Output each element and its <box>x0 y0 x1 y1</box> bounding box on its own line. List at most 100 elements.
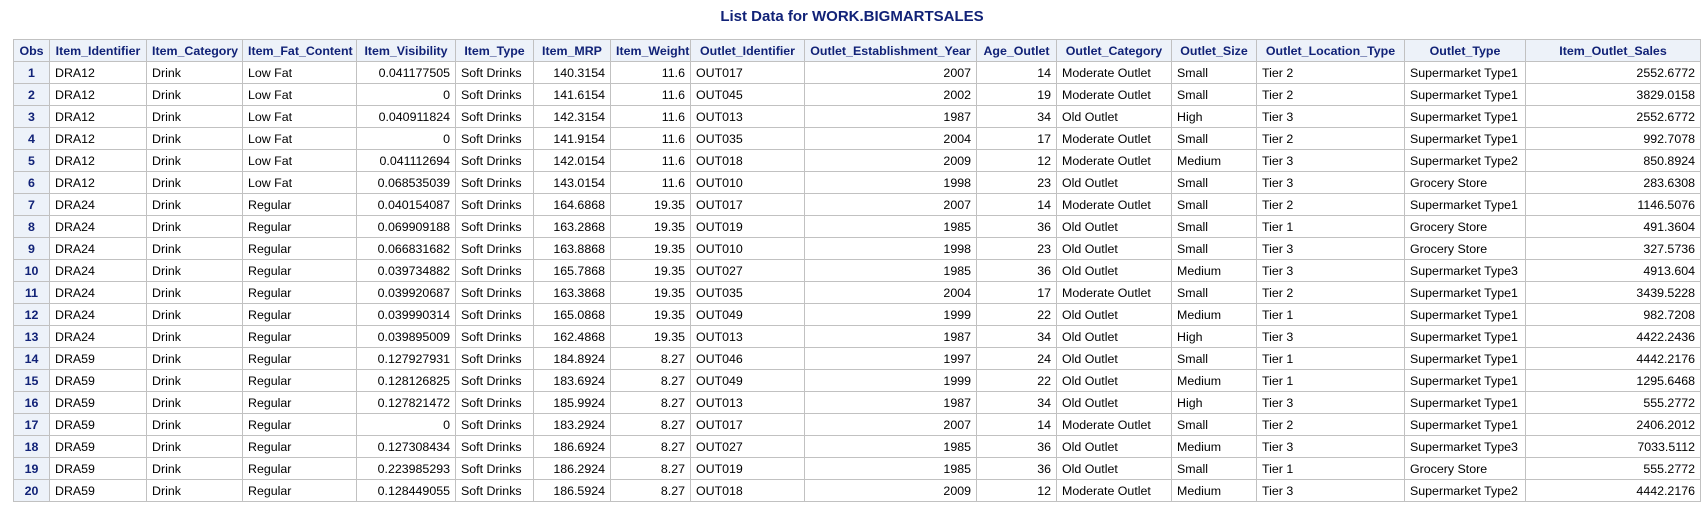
table-cell: 186.5924 <box>533 479 611 502</box>
table-cell: Drink <box>146 347 243 370</box>
table-cell: Low Fat <box>242 149 357 172</box>
table-cell: 11.6 <box>610 127 691 150</box>
table-cell: Soft Drinks <box>455 369 534 392</box>
column-header: Outlet_Location_Type <box>1256 39 1405 62</box>
table-cell: Tier 3 <box>1256 171 1405 194</box>
row-obs-cell: 8 <box>13 215 50 238</box>
table-cell: Soft Drinks <box>455 61 534 84</box>
table-cell: Old Outlet <box>1056 237 1172 260</box>
table-cell: OUT035 <box>690 281 805 304</box>
table-cell: Old Outlet <box>1056 435 1172 458</box>
table-cell: 164.6868 <box>533 193 611 216</box>
table-cell: OUT018 <box>690 479 805 502</box>
table-cell: 1997 <box>804 347 977 370</box>
table-cell: 165.0868 <box>533 303 611 326</box>
column-header: Item_Category <box>146 39 243 62</box>
table-cell: 0.039734882 <box>356 259 456 282</box>
table-row: 15 DRA59 Drink Regular 0.128126825 Soft Drink… <box>13 369 1701 392</box>
column-header: Outlet_Size <box>1171 39 1257 62</box>
table-cell: 34 <box>976 325 1057 348</box>
row-obs-cell: 16 <box>13 391 50 414</box>
table-row: 7 DRA24 Drink Regular 0.040154087 Soft Drinks… <box>13 193 1701 216</box>
table-cell: Regular <box>242 457 357 480</box>
table-cell: Soft Drinks <box>455 171 534 194</box>
table-cell: Drink <box>146 171 243 194</box>
table-cell: Tier 1 <box>1256 215 1405 238</box>
table-cell: Drink <box>146 391 243 414</box>
table-cell: Tier 3 <box>1256 479 1405 502</box>
table-cell: 8.27 <box>610 369 691 392</box>
table-cell: DRA12 <box>49 83 147 106</box>
table-cell: 2007 <box>804 193 977 216</box>
table-cell: 0.041112694 <box>356 149 456 172</box>
table-cell: DRA24 <box>49 281 147 304</box>
table-cell: OUT017 <box>690 413 805 436</box>
table-cell: 2009 <box>804 149 977 172</box>
table-cell: 163.3868 <box>533 281 611 304</box>
table-cell: Moderate Outlet <box>1056 193 1172 216</box>
table-cell: 19.35 <box>610 237 691 260</box>
row-obs-cell: 9 <box>13 237 50 260</box>
table-cell: Drink <box>146 127 243 150</box>
table-cell: 0.040154087 <box>356 193 456 216</box>
table-cell: Tier 2 <box>1256 61 1405 84</box>
table-cell: Moderate Outlet <box>1056 281 1172 304</box>
table-cell: 165.7868 <box>533 259 611 282</box>
table-cell: 1985 <box>804 435 977 458</box>
table-cell: Supermarket Type1 <box>1404 83 1526 106</box>
table-cell: 0.068535039 <box>356 171 456 194</box>
table-cell: High <box>1171 325 1257 348</box>
table-cell: Moderate Outlet <box>1056 83 1172 106</box>
table-row: 18 DRA59 Drink Regular 0.127308434 Soft Drink… <box>13 435 1701 458</box>
table-cell: Tier 2 <box>1256 83 1405 106</box>
row-obs-cell: 10 <box>13 259 50 282</box>
table-cell: Drink <box>146 83 243 106</box>
row-obs-cell: 6 <box>13 171 50 194</box>
table-cell: Tier 3 <box>1256 325 1405 348</box>
table-cell: 34 <box>976 105 1057 128</box>
table-cell: 19.35 <box>610 281 691 304</box>
table-cell: Small <box>1171 281 1257 304</box>
table-cell: 17 <box>976 127 1057 150</box>
table-cell: 142.0154 <box>533 149 611 172</box>
table-cell: Low Fat <box>242 127 357 150</box>
table-cell: DRA24 <box>49 325 147 348</box>
table-cell: Soft Drinks <box>455 259 534 282</box>
table-cell: Supermarket Type1 <box>1404 303 1526 326</box>
table-cell: Small <box>1171 171 1257 194</box>
table-cell: 14 <box>976 193 1057 216</box>
table-cell: High <box>1171 105 1257 128</box>
table-row: 11 DRA24 Drink Regular 0.039920687 Soft Drink… <box>13 281 1701 304</box>
table-cell: DRA12 <box>49 61 147 84</box>
table-cell: 36 <box>976 215 1057 238</box>
table-cell: OUT019 <box>690 457 805 480</box>
table-cell: 14 <box>976 413 1057 436</box>
row-obs-cell: 5 <box>13 149 50 172</box>
table-cell: 0 <box>356 83 456 106</box>
table-cell: Supermarket Type3 <box>1404 435 1526 458</box>
row-obs-cell: 11 <box>13 281 50 304</box>
table-cell: 163.8868 <box>533 237 611 260</box>
table-cell: 1987 <box>804 325 977 348</box>
table-cell: 163.2868 <box>533 215 611 238</box>
data-table-container: Obs Item_Identifier Item_Category Item_Fat_… <box>13 39 1701 502</box>
table-cell: Soft Drinks <box>455 325 534 348</box>
table-cell: Small <box>1171 61 1257 84</box>
row-obs-cell: 18 <box>13 435 50 458</box>
table-cell: 2002 <box>804 83 977 106</box>
table-row: 16 DRA59 Drink Regular 0.127821472 Soft Drink… <box>13 391 1701 414</box>
table-cell: Small <box>1171 193 1257 216</box>
table-cell: DRA24 <box>49 193 147 216</box>
row-obs-cell: 3 <box>13 105 50 128</box>
table-cell: Supermarket Type3 <box>1404 259 1526 282</box>
table-cell: Drink <box>146 435 243 458</box>
table-cell: Regular <box>242 413 357 436</box>
table-cell: 24 <box>976 347 1057 370</box>
table-cell: 23 <box>976 171 1057 194</box>
table-cell: Supermarket Type1 <box>1404 193 1526 216</box>
table-cell: DRA24 <box>49 237 147 260</box>
table-cell: 8.27 <box>610 391 691 414</box>
table-row: 20 DRA59 Drink Regular 0.128449055 Soft Drink… <box>13 479 1701 502</box>
table-cell: OUT045 <box>690 83 805 106</box>
table-cell: Regular <box>242 325 357 348</box>
